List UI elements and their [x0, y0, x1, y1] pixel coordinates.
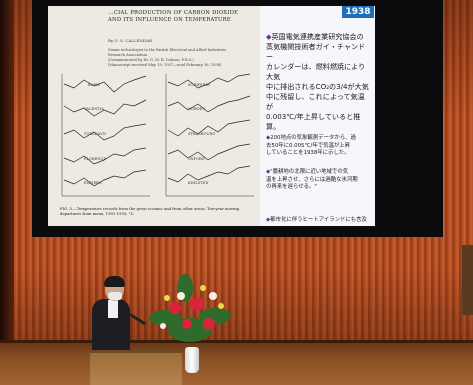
paper-affiliation: Steam technologist to the British Electr… — [108, 48, 227, 67]
red-flower — [169, 302, 181, 314]
plot-label-left-3: TORSHAVN — [84, 132, 107, 136]
paper-author: By G. S. CALLENDAR — [108, 38, 152, 43]
record-line-left-4 — [63, 147, 147, 165]
plot-label-left-5: ESBJERG — [84, 181, 102, 185]
speaker-shirt — [108, 300, 118, 318]
scanned-paper-page: ...CIAL PRODUCTION OF CARBON DIOXIDE AND… — [48, 6, 260, 226]
white-flower — [160, 323, 166, 329]
plot-label-left-1: BABIS — [88, 83, 101, 87]
wall-side-panel — [462, 245, 473, 315]
record-line-right-3 — [167, 119, 251, 137]
bullet-icon: ◆ — [266, 217, 271, 224]
plot-label-left-2: VALENTIA — [84, 107, 105, 111]
temperature-records-figure — [61, 73, 254, 197]
record-line-left-3 — [63, 123, 147, 141]
record-line-right-5 — [167, 165, 251, 183]
yellow-flower — [200, 285, 206, 291]
jp-paragraph-1-text: 英国電気連携産業研究協会の 蒸気機関技術者ガイ・チャンドー カレンダーは、燃料燃… — [266, 32, 369, 131]
figure-caption: FIG. 5.—Temperature records from the gre… — [60, 206, 240, 216]
plot-label-right-1: SCHWERIN — [188, 83, 211, 87]
record-line-left-5 — [63, 169, 147, 187]
paper-title: ...CIAL PRODUCTION OF CARBON DIOXIDE AND… — [108, 10, 239, 23]
face-mask — [108, 292, 122, 300]
white-flower — [209, 292, 217, 300]
left-wall-edge — [0, 0, 14, 385]
japanese-text-panel — [260, 6, 375, 226]
flower-arrangement — [149, 274, 231, 342]
plot-label-right-2: NORDEN — [188, 107, 206, 111]
record-line-right-4 — [167, 143, 251, 161]
stage-floor — [0, 343, 473, 385]
bullet-icon: ◆ — [266, 169, 271, 176]
red-flower — [203, 318, 215, 330]
speaker-hair — [104, 276, 125, 287]
jp-paragraph-1: ◆英国電気連携産業研究協会の 蒸気機関技術者ガイ・チャンドー カレンダーは、燃料… — [266, 22, 371, 132]
jp-paragraph-2: ◆200地点の気象観測データから、過 去50年に0.005℃/年で気温が上昇 し… — [266, 128, 371, 158]
record-line-right-1 — [167, 73, 251, 89]
yellow-flower — [164, 295, 170, 301]
record-line-right-2 — [167, 95, 251, 113]
record-line-left-1 — [63, 75, 147, 93]
vase — [185, 347, 199, 373]
bullet-icon: ◆ — [266, 135, 271, 142]
plot-label-left-4: FLORENCE — [84, 157, 107, 161]
leaf — [168, 318, 212, 342]
plot-label-right-4: OXFORD — [188, 157, 205, 161]
white-flower — [177, 292, 185, 300]
plot-label-right-3: STRASBOURG — [188, 132, 216, 136]
jp-paragraph-3-text: "農耕地の北限に近い地域での気 温を上昇させ、さらには過酷な氷河期 の再来を遅ら… — [266, 169, 358, 191]
jp-paragraph-3: ◆"農耕地の北限に近い地域での気 温を上昇させ、さらには過酷な氷河期 の再来を遅… — [266, 162, 371, 192]
podium — [90, 350, 182, 385]
bullet-icon: ◆ — [266, 32, 272, 41]
red-flower — [190, 297, 204, 311]
jp-paragraph-2-text: 200地点の気象観測データから、過 去50年に0.005℃/年で気温が上昇 して… — [266, 135, 356, 157]
record-line-left-2 — [63, 99, 147, 117]
stage-edge — [0, 340, 473, 345]
paper-meta: By G. S. CALLENDAR Steam technologist to… — [108, 33, 248, 73]
leaf — [149, 310, 181, 326]
plot-label-right-5: KIHLSTEN — [188, 181, 209, 185]
yellow-flower — [218, 303, 224, 309]
red-flower — [182, 319, 192, 329]
projected-slide: ...CIAL PRODUCTION OF CARBON DIOXIDE AND… — [48, 6, 375, 226]
jp-paragraph-4: ◆都市化に伴うヒートアイランドにも言及 — [266, 210, 371, 225]
jp-paragraph-4-text: 都市化に伴うヒートアイランドにも言及 — [270, 217, 367, 224]
year-badge: 1938 — [342, 6, 374, 18]
